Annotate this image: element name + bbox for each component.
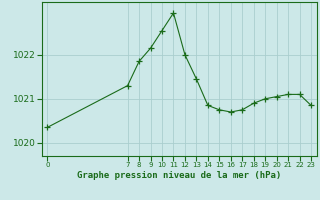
X-axis label: Graphe pression niveau de la mer (hPa): Graphe pression niveau de la mer (hPa) xyxy=(77,171,281,180)
